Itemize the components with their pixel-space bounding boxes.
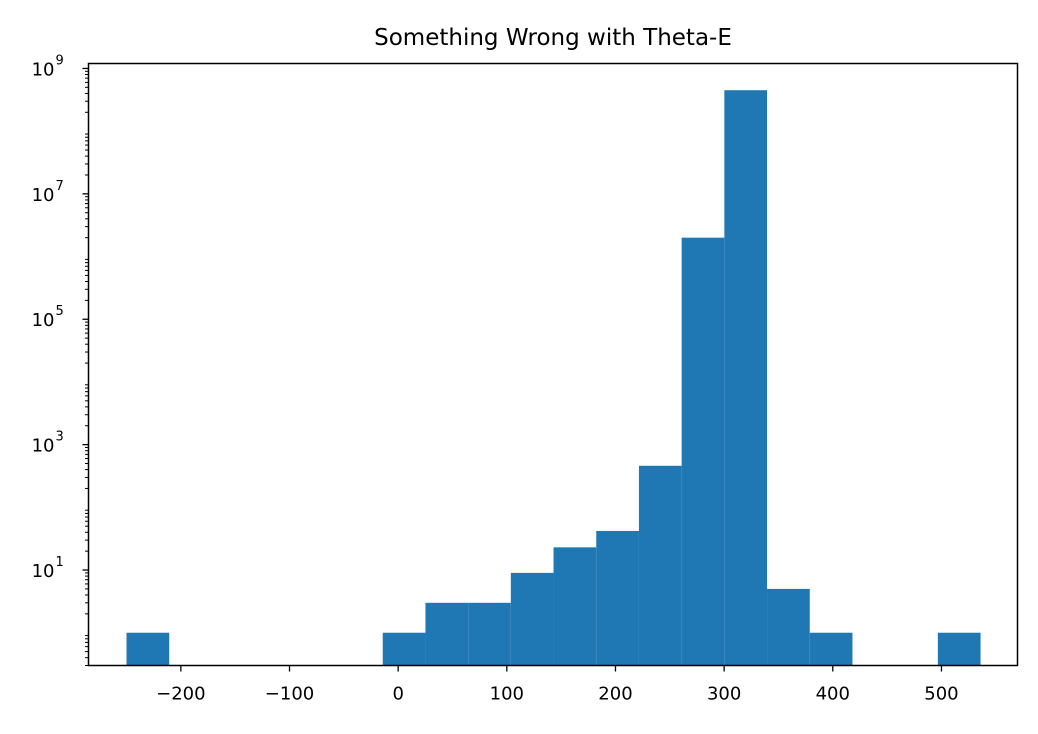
- histogram-bar: [425, 602, 469, 666]
- y-tick-label: 10 5: [32, 304, 64, 331]
- svg-text:10: 10: [32, 310, 55, 331]
- histogram-bar: [382, 632, 426, 666]
- histogram-bar: [596, 530, 639, 666]
- x-tick-label: 100: [490, 684, 524, 705]
- svg-text:10: 10: [32, 561, 55, 582]
- x-axis-ticks: −200 −100 0 100 200 300 400 500: [156, 665, 959, 705]
- histogram-bar: [681, 237, 725, 666]
- y-tick-label: 10 9: [32, 53, 64, 80]
- histogram-bar: [510, 572, 554, 666]
- svg-text:5: 5: [56, 304, 64, 319]
- histogram-bar: [724, 90, 768, 666]
- svg-text:10: 10: [32, 59, 55, 80]
- histogram-bar: [126, 632, 170, 666]
- plot-frame: [87, 62, 1019, 667]
- histogram-bar: [638, 465, 682, 666]
- svg-text:1: 1: [56, 555, 64, 570]
- histogram-bar: [809, 632, 853, 666]
- histogram-bar: [937, 632, 981, 666]
- svg-text:9: 9: [56, 53, 64, 68]
- chart-title: Something Wrong with Theta-E: [374, 25, 732, 51]
- y-tick-label: 10 1: [32, 555, 64, 582]
- y-tick-label: 10 3: [32, 430, 64, 457]
- y-tick-label: 10 7: [32, 179, 64, 206]
- histogram-bar: [553, 547, 597, 666]
- svg-text:10: 10: [32, 185, 55, 206]
- x-tick-label: 400: [816, 684, 850, 705]
- x-tick-label: 200: [598, 684, 632, 705]
- x-tick-label: −200: [156, 684, 205, 705]
- histogram-bars: [126, 90, 981, 666]
- x-tick-label: 0: [392, 684, 403, 705]
- svg-text:7: 7: [56, 179, 64, 194]
- svg-text:3: 3: [56, 430, 64, 445]
- svg-text:10: 10: [32, 436, 55, 457]
- x-tick-label: 500: [924, 684, 958, 705]
- x-tick-label: −100: [265, 684, 314, 705]
- histogram-bar: [767, 588, 810, 666]
- x-tick-label: 300: [707, 684, 741, 705]
- histogram-bar: [468, 602, 511, 666]
